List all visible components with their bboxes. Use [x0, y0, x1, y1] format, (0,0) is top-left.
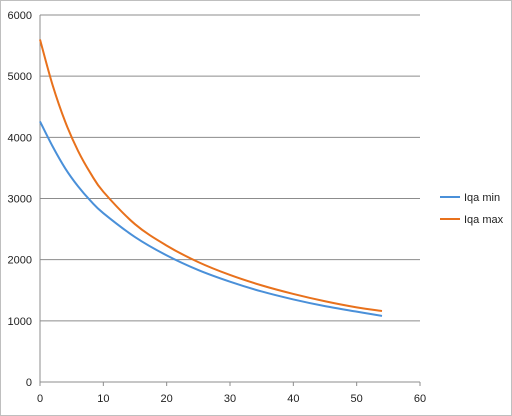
series-lines — [39, 39, 383, 317]
x-tick-label: 30 — [224, 393, 236, 405]
legend-label: Iqa max — [464, 214, 504, 226]
axes — [39, 15, 421, 386]
x-tick-label: 10 — [97, 393, 109, 405]
legend-label: Iqa min — [464, 192, 500, 204]
y-tick-label: 5000 — [8, 71, 32, 83]
y-tick-label: 1000 — [8, 316, 32, 328]
x-tick-label: 40 — [287, 393, 299, 405]
x-tick-label: 50 — [351, 393, 363, 405]
x-tick-label: 0 — [37, 393, 43, 405]
grid-lines — [40, 14, 420, 322]
x-tick-labels: 0 10 20 30 40 50 60 — [37, 393, 426, 405]
series-line-0 — [39, 120, 383, 317]
x-tick-label: 20 — [161, 393, 173, 405]
y-tick-label: 6000 — [8, 10, 32, 22]
series-line-1 — [39, 39, 383, 313]
y-tick-label: 4000 — [8, 132, 32, 144]
y-tick-label: 2000 — [8, 255, 32, 267]
y-tick-labels: 0 1000 2000 3000 4000 5000 6000 — [8, 10, 32, 389]
legend: Iqa min Iqa max — [440, 192, 504, 226]
x-tick-label: 60 — [414, 393, 426, 405]
y-tick-label: 3000 — [8, 194, 32, 206]
y-tick-label: 0 — [26, 377, 32, 389]
